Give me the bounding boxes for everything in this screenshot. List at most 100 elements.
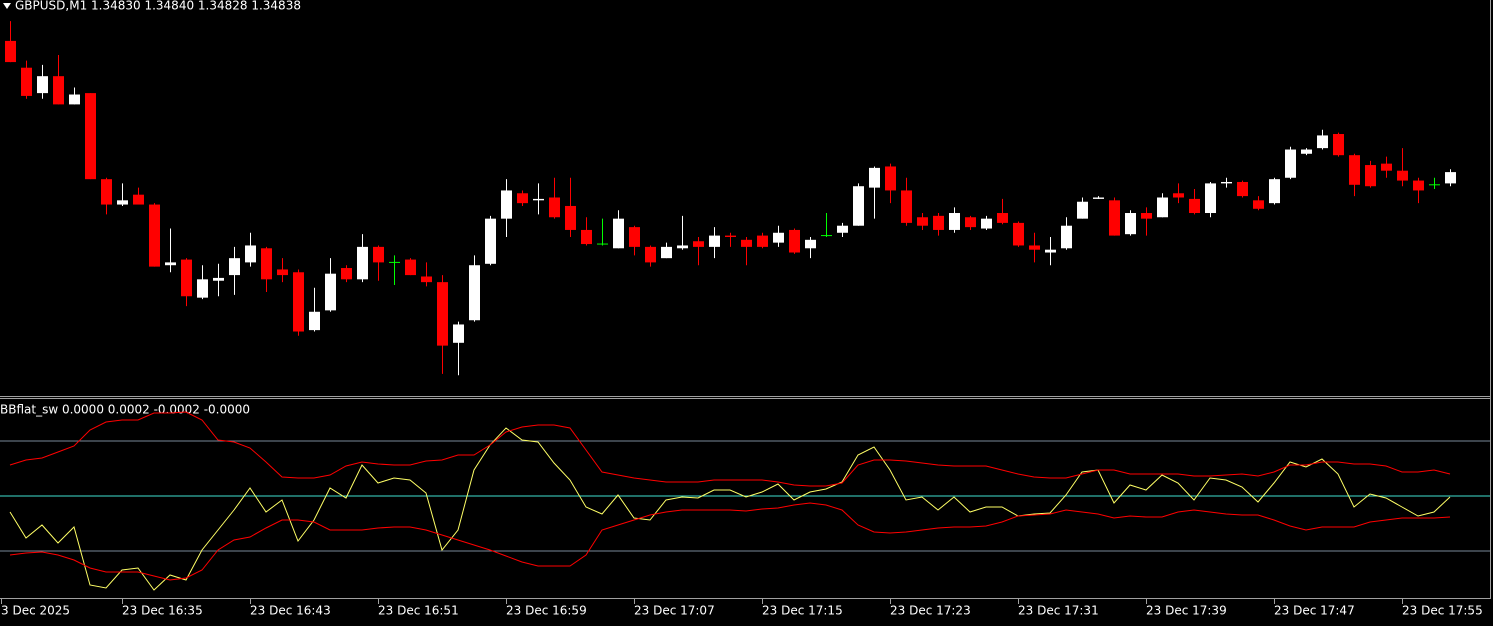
candle-body <box>1221 181 1232 184</box>
candle-body <box>901 190 912 223</box>
symbol-header: GBPUSD,M1 1.34830 1.34840 1.34828 1.3483… <box>15 0 301 13</box>
indicator-line <box>9 427 1451 591</box>
candle-body <box>1285 149 1296 178</box>
candle-body <box>1365 165 1376 187</box>
candle-body <box>517 193 528 204</box>
candle-body <box>1077 201 1088 219</box>
candle-body <box>933 215 944 230</box>
candle-body <box>325 273 336 311</box>
candle-body <box>197 279 208 298</box>
indicator-line <box>9 502 1451 581</box>
candle-body <box>741 239 752 247</box>
candle-body <box>677 245 688 249</box>
candle-body <box>1189 198 1200 214</box>
candle-body <box>437 282 448 346</box>
time-label: 23 Dec 16:43 <box>250 604 331 618</box>
candle-body <box>629 227 640 247</box>
candle-body <box>645 246 656 263</box>
time-label: 23 Dec 16:59 <box>506 604 587 618</box>
candle-body <box>757 235 768 247</box>
candle-body <box>501 190 512 219</box>
candle-body <box>1445 172 1456 184</box>
candle-body <box>1253 200 1264 209</box>
candle-body <box>469 265 480 321</box>
candle-body <box>373 246 384 263</box>
candle-body <box>213 277 224 281</box>
candle-body <box>725 235 736 237</box>
candle-body <box>421 276 432 283</box>
candle-body <box>485 218 496 264</box>
candle-body <box>1013 222 1024 246</box>
candle-body <box>917 217 928 226</box>
indicator-line <box>9 411 1451 487</box>
candle-body <box>149 204 160 267</box>
candle-body <box>853 186 864 226</box>
candle-body <box>69 94 80 105</box>
indicator-header: BBflat_sw 0.0000 0.0002 -0.0002 -0.0000 <box>0 403 250 417</box>
dropdown-triangle[interactable] <box>3 3 11 9</box>
candle-body <box>165 262 176 266</box>
candle-body <box>549 197 560 218</box>
candle-body <box>693 241 704 247</box>
time-label: 23 Dec 16:51 <box>378 604 459 618</box>
candle-body <box>229 258 240 276</box>
candle-body <box>1413 180 1424 191</box>
candle-body <box>245 245 256 263</box>
candle-body <box>1125 213 1136 235</box>
candle-body <box>1269 179 1280 204</box>
candle-body <box>1093 197 1104 199</box>
time-label: 23 Dec 17:15 <box>762 604 843 618</box>
candle-body <box>1237 181 1248 197</box>
candle-body <box>53 76 64 105</box>
candle-body <box>1317 135 1328 149</box>
candle-body <box>1109 200 1120 236</box>
candle-body <box>453 324 464 343</box>
candle-body <box>1157 197 1168 218</box>
candle-body <box>1173 193 1184 198</box>
candle-body <box>341 268 352 280</box>
candle-body <box>277 269 288 276</box>
candle-body <box>613 218 624 249</box>
candle-body <box>805 239 816 249</box>
candle-body <box>1029 245 1040 250</box>
candle-body <box>117 200 128 205</box>
time-label: 23 Dec 17:47 <box>1274 604 1355 618</box>
candle-body <box>85 93 96 180</box>
candle-body <box>773 232 784 243</box>
candle-body <box>1061 225 1072 249</box>
candle-body <box>789 229 800 253</box>
candle-body <box>1381 163 1392 171</box>
candle-body <box>1045 249 1056 253</box>
candle-body <box>869 167 880 188</box>
candle-body <box>101 179 112 205</box>
candle-body <box>1301 149 1312 154</box>
candle-body <box>533 198 544 201</box>
candle-body <box>5 40 16 63</box>
candle-body <box>709 235 720 247</box>
candle-body <box>1205 183 1216 214</box>
candle-body <box>37 76 48 94</box>
time-label: 23 Dec 17:55 <box>1402 604 1483 618</box>
time-label: 23 Dec 16:35 <box>122 604 203 618</box>
candle-body <box>661 246 672 259</box>
candle-body <box>309 311 320 331</box>
time-label: 23 Dec 17:39 <box>1146 604 1227 618</box>
candle-body <box>997 213 1008 223</box>
time-label: 3 Dec 2025 <box>1 604 70 618</box>
candle-body <box>581 229 592 245</box>
candle-body <box>261 248 272 280</box>
candle-body <box>981 218 992 229</box>
candle-body <box>357 246 368 280</box>
candle-body <box>837 225 848 233</box>
candle-body <box>965 217 976 228</box>
candle-body <box>133 194 144 205</box>
candle-body <box>885 166 896 191</box>
candle-body <box>21 67 32 96</box>
candle-body <box>1397 170 1408 181</box>
time-label: 23 Dec 17:31 <box>1018 604 1099 618</box>
candle-body <box>565 205 576 230</box>
candle-body <box>405 259 416 276</box>
time-label: 23 Dec 17:23 <box>890 604 971 618</box>
